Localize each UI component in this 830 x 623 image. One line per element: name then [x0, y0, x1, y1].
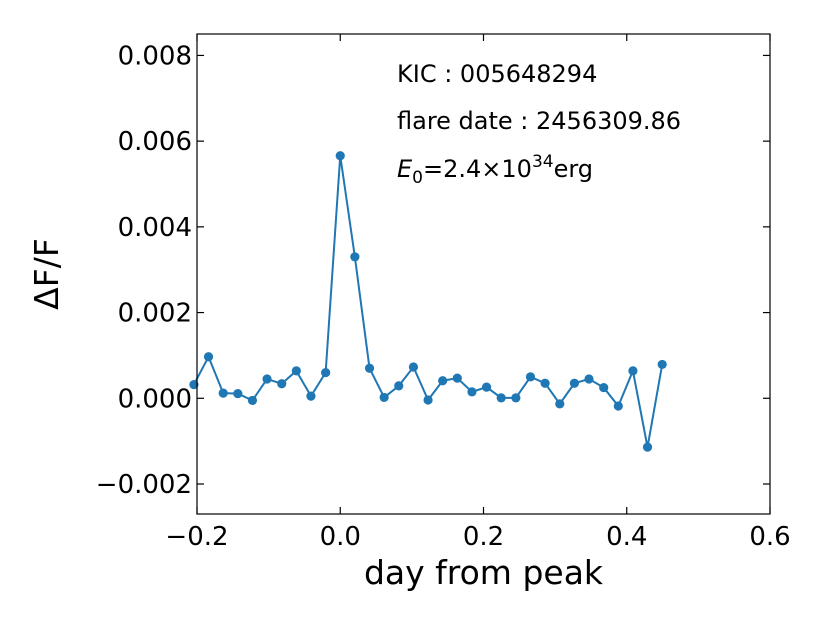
y-tick-label: 0.002: [118, 299, 192, 329]
x-tick-label: 0.0: [320, 522, 361, 552]
data-point: [203, 352, 214, 362]
data-point: [511, 393, 521, 403]
data-point: [262, 374, 272, 384]
data-point: [277, 379, 287, 389]
data-point: [613, 401, 623, 411]
data-point: [247, 395, 258, 406]
data-point: [408, 362, 419, 372]
flare-date-annotation: flare date : 2456309.86: [397, 107, 681, 135]
plot-background: [197, 34, 770, 514]
data-point: [394, 381, 404, 391]
energy-annotation: E0=2.4×1034erg: [397, 152, 593, 188]
y-axis-ticks: −0.002 0.000 0.002 0.004 0.006 0.008: [96, 41, 770, 500]
data-point: [628, 366, 638, 376]
data-point: [657, 359, 667, 370]
energy-symbol: E: [397, 155, 413, 183]
data-point: [291, 366, 301, 376]
data-point: [423, 395, 433, 405]
x-tick-label: −0.2: [165, 522, 228, 552]
data-point: [189, 379, 199, 390]
data-point: [218, 388, 228, 398]
y-tick-label: 0.008: [118, 41, 192, 71]
data-point: [379, 392, 389, 403]
energy-subscript: 0: [412, 168, 423, 188]
energy-unit: erg: [554, 155, 593, 183]
data-point: [335, 151, 345, 161]
x-axis-title: day from peak: [364, 553, 604, 592]
data-point: [467, 387, 477, 397]
series-layer: [189, 151, 667, 452]
data-point: [452, 373, 462, 383]
energy-exponent: 34: [532, 152, 554, 172]
y-tick-label: 0.000: [118, 384, 192, 414]
data-point: [364, 363, 375, 373]
plot-frame: [196, 33, 771, 515]
data-point: [584, 374, 594, 384]
data-point: [525, 372, 536, 382]
data-point: [481, 382, 492, 392]
y-axis-title: ΔF/F: [27, 238, 66, 310]
data-point: [555, 399, 565, 409]
data-point: [438, 376, 448, 386]
data-point: [496, 393, 506, 403]
data-point: [321, 367, 331, 378]
data-point: [233, 388, 243, 399]
data-point: [350, 252, 360, 262]
data-point: [540, 378, 550, 388]
x-tick-label: 0.6: [749, 522, 790, 552]
data-point: [306, 391, 316, 401]
x-axis-ticks: −0.2 0.0 0.2 0.4 0.6: [165, 34, 791, 552]
x-tick-label: 0.4: [606, 522, 647, 552]
kic-annotation: KIC : 005648294: [397, 60, 597, 88]
data-point: [642, 442, 653, 452]
x-tick-label: 0.2: [463, 522, 504, 552]
energy-mantissa: =2.4×10: [423, 155, 532, 183]
data-point: [569, 378, 579, 388]
y-tick-label: −0.002: [96, 470, 192, 500]
data-point: [599, 382, 609, 393]
y-tick-label: 0.004: [118, 213, 192, 243]
y-tick-label: 0.006: [118, 127, 192, 157]
